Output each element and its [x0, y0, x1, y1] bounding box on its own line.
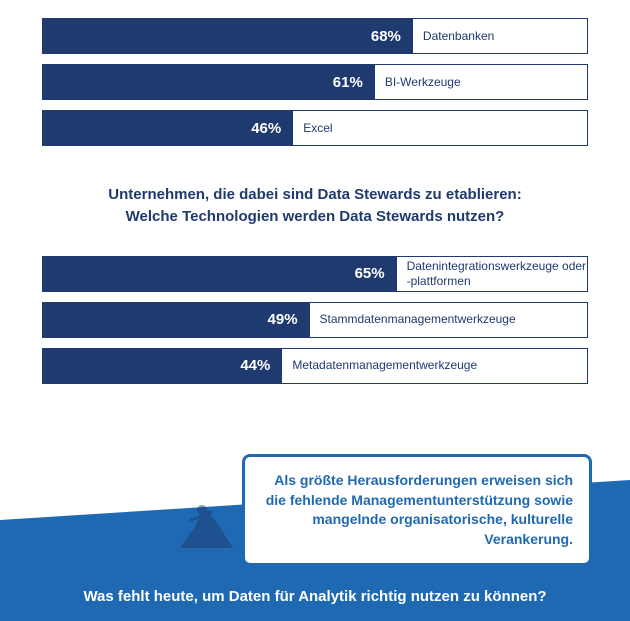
bar-label: Metadatenmanagementwerkzeuge [282, 349, 587, 383]
bar-label: Datenbanken [413, 19, 587, 53]
section-title-line: Unternehmen, die dabei sind Data Steward… [50, 184, 580, 206]
bar-row: 65% Datenintegrationswerkzeuge oder -pla… [42, 256, 588, 292]
bar-label: Excel [293, 111, 587, 145]
section-title-line: Welche Technologien werden Data Stewards… [50, 206, 580, 228]
bar-fill: 61% [43, 65, 375, 99]
chart2: 65% Datenintegrationswerkzeuge oder -pla… [0, 238, 630, 384]
bar-value: 65% [355, 265, 385, 282]
section-title: Unternehmen, die dabei sind Data Steward… [0, 156, 630, 238]
bar-label: Datenintegrationswerkzeuge oder -plattfo… [397, 257, 587, 291]
bar-fill: 65% [43, 257, 397, 291]
bar-fill: 49% [43, 303, 310, 337]
bar-fill: 68% [43, 19, 413, 53]
bar-label: Stammdatenmanagementwerkzeuge [310, 303, 587, 337]
bar-row: 68% Datenbanken [42, 18, 588, 54]
bar-row: 46% Excel [42, 110, 588, 146]
bar-label: BI-Werkzeuge [375, 65, 587, 99]
bar-value: 68% [371, 28, 401, 45]
bar-row: 44% Metadatenmanagementwerkzeuge [42, 348, 588, 384]
climber-icon [175, 490, 235, 550]
chart1: 68% Datenbanken 61% BI-Werkzeuge 46% Exc… [0, 0, 630, 146]
callout-box: Als größte Herausforderungen erweisen si… [242, 454, 592, 566]
bar-value: 49% [268, 311, 298, 328]
bar-fill: 46% [43, 111, 293, 145]
bar-value: 61% [333, 74, 363, 91]
bar-fill: 44% [43, 349, 282, 383]
bar-row: 61% BI-Werkzeuge [42, 64, 588, 100]
bar-row: 49% Stammdatenmanagementwerkzeuge [42, 302, 588, 338]
bottom-question: Was fehlt heute, um Daten für Analytik r… [0, 588, 630, 605]
bar-value: 46% [251, 120, 281, 137]
bar-value: 44% [240, 357, 270, 374]
